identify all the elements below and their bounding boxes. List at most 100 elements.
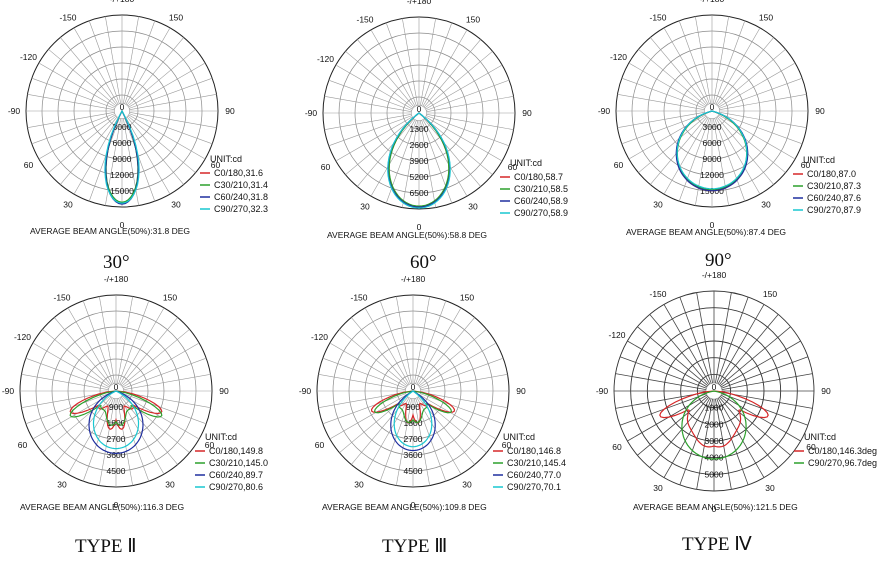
- radial-label: 900: [109, 402, 123, 412]
- polar-spoke: [357, 39, 415, 108]
- polar-spoke: [628, 62, 706, 108]
- beam-angle-note: AVERAGE BEAM ANGLE(50%):87.4 DEG: [626, 227, 786, 237]
- angle-label: -/+180: [407, 0, 432, 6]
- radial-label: 9000: [703, 154, 722, 164]
- polar-spoke: [123, 118, 139, 206]
- polar-spoke: [718, 62, 796, 108]
- radial-label: 6500: [410, 188, 429, 198]
- angle-label: 0: [120, 220, 125, 230]
- angle-label: 90: [821, 386, 831, 396]
- polar-spoke: [128, 114, 206, 160]
- legend-entry: C30/210,145.4: [507, 458, 566, 468]
- radial-label: 0: [417, 104, 422, 114]
- unit-label: UNIT:cd: [804, 432, 836, 442]
- radial-label: 3000: [703, 122, 722, 132]
- angle-label: -150: [649, 289, 666, 299]
- polar-spoke: [31, 77, 115, 109]
- radial-label: 3000: [705, 436, 724, 446]
- angle-label: 60: [211, 160, 221, 170]
- angle-label: -/+180: [702, 270, 727, 280]
- legend-entry: C60/240,31.8: [214, 192, 268, 202]
- polar-spoke: [27, 94, 115, 110]
- angle-label: 150: [169, 12, 183, 22]
- polar-spoke: [719, 113, 803, 145]
- polar-spoke: [679, 296, 712, 384]
- angle-label: 90: [522, 108, 532, 118]
- caption-90: 90°: [705, 250, 732, 271]
- polar-spoke: [127, 49, 196, 107]
- series-curve-1: [388, 112, 450, 207]
- angle-label: 60: [508, 162, 518, 172]
- polar-spoke: [48, 49, 117, 107]
- polar-spoke: [60, 37, 118, 106]
- polar-spoke: [364, 307, 410, 385]
- angle-label: 0: [411, 500, 416, 510]
- polar-spoke: [73, 117, 119, 195]
- angle-label: 60: [24, 160, 34, 170]
- unit-label: UNIT:cd: [503, 432, 535, 442]
- polar-spoke: [357, 118, 415, 187]
- polar-spoke: [125, 117, 171, 195]
- polar-spoke: [385, 22, 417, 106]
- polar-spoke: [695, 118, 711, 206]
- polar-spoke: [679, 398, 712, 486]
- polar-spoke: [621, 77, 705, 109]
- polar-spoke: [678, 20, 710, 104]
- angle-label: 30: [171, 200, 181, 210]
- polar-spoke: [420, 392, 508, 408]
- polar-spoke: [27, 112, 115, 128]
- radial-label: 4500: [107, 466, 126, 476]
- radial-label: 900: [406, 402, 420, 412]
- legend-entry: C30/210,145.0: [209, 458, 268, 468]
- angle-label: 30: [468, 202, 478, 212]
- polar-spoke: [322, 393, 406, 425]
- series-curve-3: [387, 112, 451, 209]
- angle-label: 0: [114, 500, 119, 510]
- polar-spoke: [415, 300, 447, 384]
- polar-spoke: [351, 317, 409, 386]
- polar-spoke: [617, 94, 705, 110]
- angle-label: 60: [315, 440, 325, 450]
- angle-label: 60: [321, 162, 331, 172]
- unit-label: UNIT:cd: [803, 155, 835, 165]
- angle-label: 60: [205, 440, 215, 450]
- polar-spoke: [414, 296, 430, 384]
- polar-spoke: [714, 398, 732, 490]
- polar-spoke: [719, 94, 807, 110]
- polar-spoke: [615, 373, 707, 391]
- angle-label: 0: [712, 504, 717, 514]
- polar-spoke: [73, 27, 119, 105]
- polar-spoke: [123, 374, 211, 390]
- polar-spoke: [335, 116, 413, 162]
- polar-spoke: [120, 396, 178, 465]
- angle-label: 60: [614, 160, 624, 170]
- polar-spoke: [696, 292, 714, 384]
- series-curve-3: [676, 110, 748, 190]
- polar-spoke: [396, 296, 412, 384]
- polar-spoke: [421, 120, 453, 204]
- caption-type-2: TYPE Ⅱ: [75, 536, 137, 557]
- angle-label: -90: [598, 106, 611, 116]
- polar-spoke: [48, 115, 117, 173]
- polar-spoke: [717, 397, 765, 478]
- legend-entry: C60/240,58.9: [514, 196, 568, 206]
- radial-label: 1800: [107, 418, 126, 428]
- angle-label: -90: [2, 386, 15, 396]
- beam-angle-note: AVERAGE BEAM ANGLE(50%):31.8 DEG: [30, 226, 190, 236]
- radial-label: 0: [114, 382, 119, 392]
- polar-spoke: [402, 18, 418, 106]
- polar-spoke: [425, 64, 503, 110]
- polar-spoke: [127, 115, 196, 173]
- polar-spoke: [650, 116, 708, 185]
- angle-label: -120: [317, 54, 334, 64]
- polar-spoke: [426, 114, 514, 130]
- angle-label: 60: [502, 440, 512, 450]
- unit-label: UNIT:cd: [205, 432, 237, 442]
- polar-chart-5: -/+180 150 90 60 30 0 30 60 -90 -120 -150 0 1000 2000…: [596, 270, 877, 514]
- polar-spoke: [25, 357, 109, 389]
- polar-spoke: [125, 27, 171, 105]
- polar-spoke: [720, 340, 801, 388]
- polar-spoke: [426, 115, 510, 147]
- polar-spoke: [99, 398, 115, 486]
- legend-entry: C60/240,77.0: [507, 470, 561, 480]
